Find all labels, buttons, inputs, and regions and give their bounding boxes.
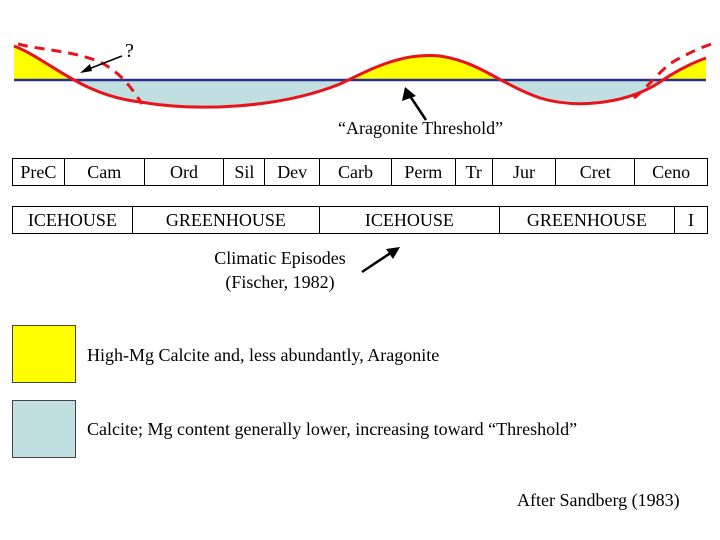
period-cell: PreC — [13, 159, 65, 185]
attribution-label: After Sandberg (1983) — [517, 490, 680, 510]
climate-cell: ICEHOUSE — [320, 207, 500, 233]
period-cell: Dev — [265, 159, 321, 185]
legend-swatch-high-mg — [12, 325, 76, 383]
geologic-period-band: PreC Cam Ord Sil Dev Carb Perm Tr Jur Cr… — [12, 158, 708, 186]
climatic-episodes-arrow — [361, 247, 400, 274]
period-cell: Perm — [392, 159, 456, 185]
period-cell: Sil — [224, 159, 266, 185]
uncertain-curve-left — [17, 42, 144, 105]
climate-cell: GREENHOUSE — [500, 207, 676, 233]
question-mark-label: ? — [125, 40, 134, 62]
legend-swatch-calcite — [12, 400, 76, 458]
period-cell: Ord — [145, 159, 225, 185]
period-cell: Cam — [65, 159, 145, 185]
period-cell: Cret — [556, 159, 636, 185]
aragonite-threshold-label: “Aragonite Threshold” — [338, 118, 504, 138]
uncertain-curve-right — [633, 42, 713, 100]
question-arrowhead — [80, 64, 92, 73]
climatic-episode-band: ICEHOUSE GREENHOUSE ICEHOUSE GREENHOUSE … — [12, 206, 708, 234]
legend-label-high-mg: High-Mg Calcite and, less abundantly, Ar… — [87, 345, 440, 365]
legend-label-calcite: Calcite; Mg content generally lower, inc… — [87, 419, 578, 439]
threshold-arrow — [408, 95, 428, 121]
climatic-episodes-label: Climatic Episodes (Fischer, 1982) — [200, 246, 360, 294]
climatic-episodes-title: Climatic Episodes — [214, 248, 346, 268]
period-cell: Tr — [456, 159, 493, 185]
climate-cell: I — [688, 209, 695, 230]
threshold-arrowhead — [402, 87, 416, 101]
period-cell: Ceno — [652, 161, 691, 182]
climate-cell: GREENHOUSE — [133, 207, 321, 233]
question-arrow — [85, 55, 123, 71]
calcite-fill-area — [14, 80, 706, 108]
period-cell: Jur — [493, 159, 557, 185]
climate-cell: ICEHOUSE — [13, 207, 133, 233]
period-cell: Carb — [320, 159, 392, 185]
climatic-episodes-citation: (Fischer, 1982) — [225, 272, 335, 292]
mineralogy-curve-diagram — [13, 42, 713, 121]
